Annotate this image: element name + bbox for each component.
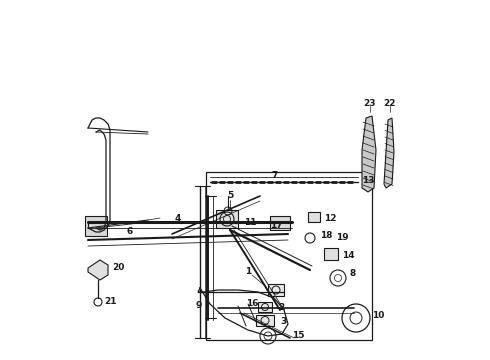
Text: 9: 9 xyxy=(196,301,202,310)
Text: 16: 16 xyxy=(246,300,258,309)
Text: 23: 23 xyxy=(364,99,376,108)
Bar xyxy=(324,248,338,260)
Text: 15: 15 xyxy=(292,332,304,341)
Bar xyxy=(258,302,272,312)
Text: 2: 2 xyxy=(278,303,284,312)
Bar xyxy=(256,315,274,326)
Text: 6: 6 xyxy=(127,228,133,237)
Polygon shape xyxy=(88,260,108,280)
Text: 20: 20 xyxy=(112,264,124,273)
Text: 18: 18 xyxy=(320,231,333,240)
Text: 19: 19 xyxy=(336,234,348,243)
Text: 21: 21 xyxy=(104,297,117,306)
Polygon shape xyxy=(362,116,376,192)
Text: 12: 12 xyxy=(324,213,337,222)
Text: 17: 17 xyxy=(270,220,283,230)
Polygon shape xyxy=(384,118,394,188)
Text: 4: 4 xyxy=(175,213,181,222)
Text: 11: 11 xyxy=(244,217,256,226)
Bar xyxy=(216,210,238,228)
Bar xyxy=(206,172,372,340)
Text: 7: 7 xyxy=(272,171,278,180)
Text: 22: 22 xyxy=(384,99,396,108)
Text: 13: 13 xyxy=(362,176,374,185)
Text: 10: 10 xyxy=(372,311,384,320)
Text: 5: 5 xyxy=(227,190,233,199)
Text: 1: 1 xyxy=(245,267,251,276)
Text: 3: 3 xyxy=(280,318,286,327)
Bar xyxy=(308,212,320,222)
Bar xyxy=(85,216,107,236)
Text: 8: 8 xyxy=(350,270,356,279)
Bar xyxy=(270,216,290,230)
Text: 14: 14 xyxy=(342,252,355,261)
Bar xyxy=(268,284,284,296)
